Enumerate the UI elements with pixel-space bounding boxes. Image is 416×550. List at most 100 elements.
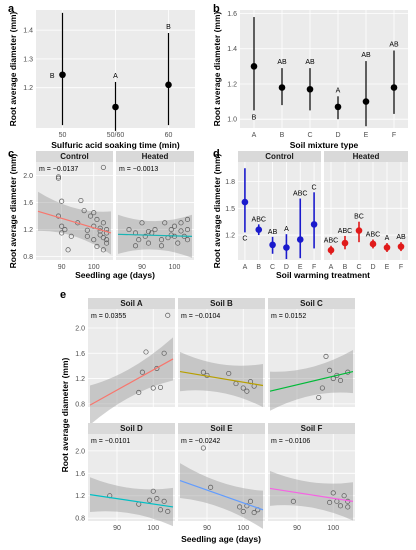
e-ytick-label: 2.0 [75, 448, 85, 455]
d-xtick-label: C [270, 264, 275, 271]
a-xtick-label: 60 [165, 132, 173, 139]
c-confidence-band [38, 191, 111, 255]
c-data-point [94, 243, 100, 250]
e-data-point [147, 497, 153, 503]
e-data-point [247, 498, 254, 504]
a-significance-letter: B [50, 73, 55, 80]
c-confidence-band [118, 214, 192, 258]
c-data-point [162, 220, 168, 226]
c-data-point [100, 220, 106, 226]
a-point [59, 71, 66, 79]
e-slope-annotation: m = 0.0152 [271, 313, 306, 320]
b-point [334, 103, 342, 111]
d-point [296, 236, 304, 243]
d-ytick-label: 1.2 [225, 233, 235, 240]
c-data-point [171, 223, 178, 229]
b-xtick-label: D [335, 132, 340, 139]
e-data-point [136, 389, 142, 396]
d-xtick-label: A [243, 264, 248, 271]
b-point [306, 85, 314, 93]
e-slope-annotation: m = 0.0355 [91, 313, 126, 320]
b-xtick-label: E [364, 132, 369, 139]
c-ytick-label: 2.0 [23, 173, 33, 180]
e-ytick-label: 1.2 [75, 493, 85, 500]
e-facet-1-strip-label: Soil B [210, 299, 233, 308]
b-y-axis-title: Root average diameter (mm) [212, 11, 222, 126]
d-significance-letter: AB [268, 229, 278, 236]
b-x-axis-title: Soil mixture type [290, 140, 359, 150]
e-facet-3-background [88, 434, 175, 521]
d-point [327, 246, 335, 254]
a-ytick-label: 1.4 [23, 28, 33, 35]
e-facet-3-strip-label: Soil D [120, 424, 143, 433]
e-data-point [157, 507, 164, 513]
c-ytick-label: 1.6 [23, 200, 33, 207]
c-data-point [145, 229, 152, 235]
b-ytick-label: 1.4 [227, 46, 237, 53]
d-xtick-label: C [356, 264, 361, 271]
c-facet-0-strip [36, 151, 113, 162]
d-significance-letter: ABC [366, 232, 380, 239]
e-data-point [251, 510, 257, 516]
b-ytick-label: 1.6 [227, 11, 237, 18]
e-panel-label: e [60, 289, 66, 301]
d-point [310, 221, 318, 228]
c-data-point [139, 220, 145, 226]
b-background [240, 10, 408, 128]
c-data-point [55, 175, 62, 181]
d-facet-0-background [238, 162, 321, 260]
e-data-point [200, 445, 206, 451]
e-xtick-label: 100 [237, 525, 249, 532]
e-data-point [143, 349, 149, 355]
c-data-point [55, 174, 62, 180]
c-y-axis-title: Root average diameter (mm) [8, 153, 18, 268]
c-regression-line [37, 210, 112, 234]
c-data-point [132, 243, 139, 249]
d-significance-letter: ABC [338, 228, 352, 235]
d-xtick-label: F [312, 264, 316, 271]
e-x-axis-title: Seedling age (days) [181, 534, 261, 544]
d-xtick-label: A [329, 264, 334, 271]
c-data-point [91, 210, 97, 216]
b-significance-letter: AB [277, 59, 287, 66]
d-significance-letter: ABC [324, 238, 338, 245]
d-facet-0-strip-label: Control [265, 152, 293, 161]
d-significance-letter: AB [396, 234, 406, 241]
c-data-point [142, 233, 148, 239]
c-data-point [184, 227, 191, 233]
c-data-point [168, 227, 174, 233]
a-x-axis-title: Sulfuric acid soaking time (min) [51, 140, 180, 150]
e-data-point [341, 493, 347, 499]
d-significance-letter: A [284, 226, 289, 233]
d-point [241, 198, 249, 206]
d-y-axis-title: Root average diameter (mm) [212, 153, 222, 268]
c-data-point [100, 164, 106, 170]
e-ytick-label: 1.2 [75, 376, 85, 383]
e-confidence-band [270, 471, 353, 521]
e-data-point [319, 385, 325, 391]
c-xtick-label: 100 [88, 264, 100, 271]
c-data-point [78, 197, 84, 204]
e-facet-1-background [178, 309, 265, 407]
e-data-point [150, 488, 156, 494]
d-facet-0-strip [238, 151, 321, 162]
e-data-point [200, 369, 206, 375]
e-data-point [240, 508, 246, 515]
a-xtick-label: 50/60 [107, 132, 125, 139]
b-point [390, 84, 398, 91]
e-facet-3-strip [88, 423, 175, 434]
c-data-point [84, 233, 90, 239]
c-ytick-label: 0.8 [23, 254, 33, 261]
e-data-point [316, 394, 322, 401]
e-data-point [244, 388, 250, 394]
c-data-point [158, 243, 165, 249]
c-data-point [175, 240, 181, 246]
e-regression-line [89, 358, 174, 406]
e-data-point [323, 353, 329, 359]
c-data-point [126, 227, 132, 233]
c-data-point [136, 237, 142, 243]
c-data-point [81, 208, 87, 214]
d-point [397, 243, 405, 250]
c-data-point [68, 233, 74, 239]
e-facet-0-strip-label: Soil A [120, 299, 143, 308]
